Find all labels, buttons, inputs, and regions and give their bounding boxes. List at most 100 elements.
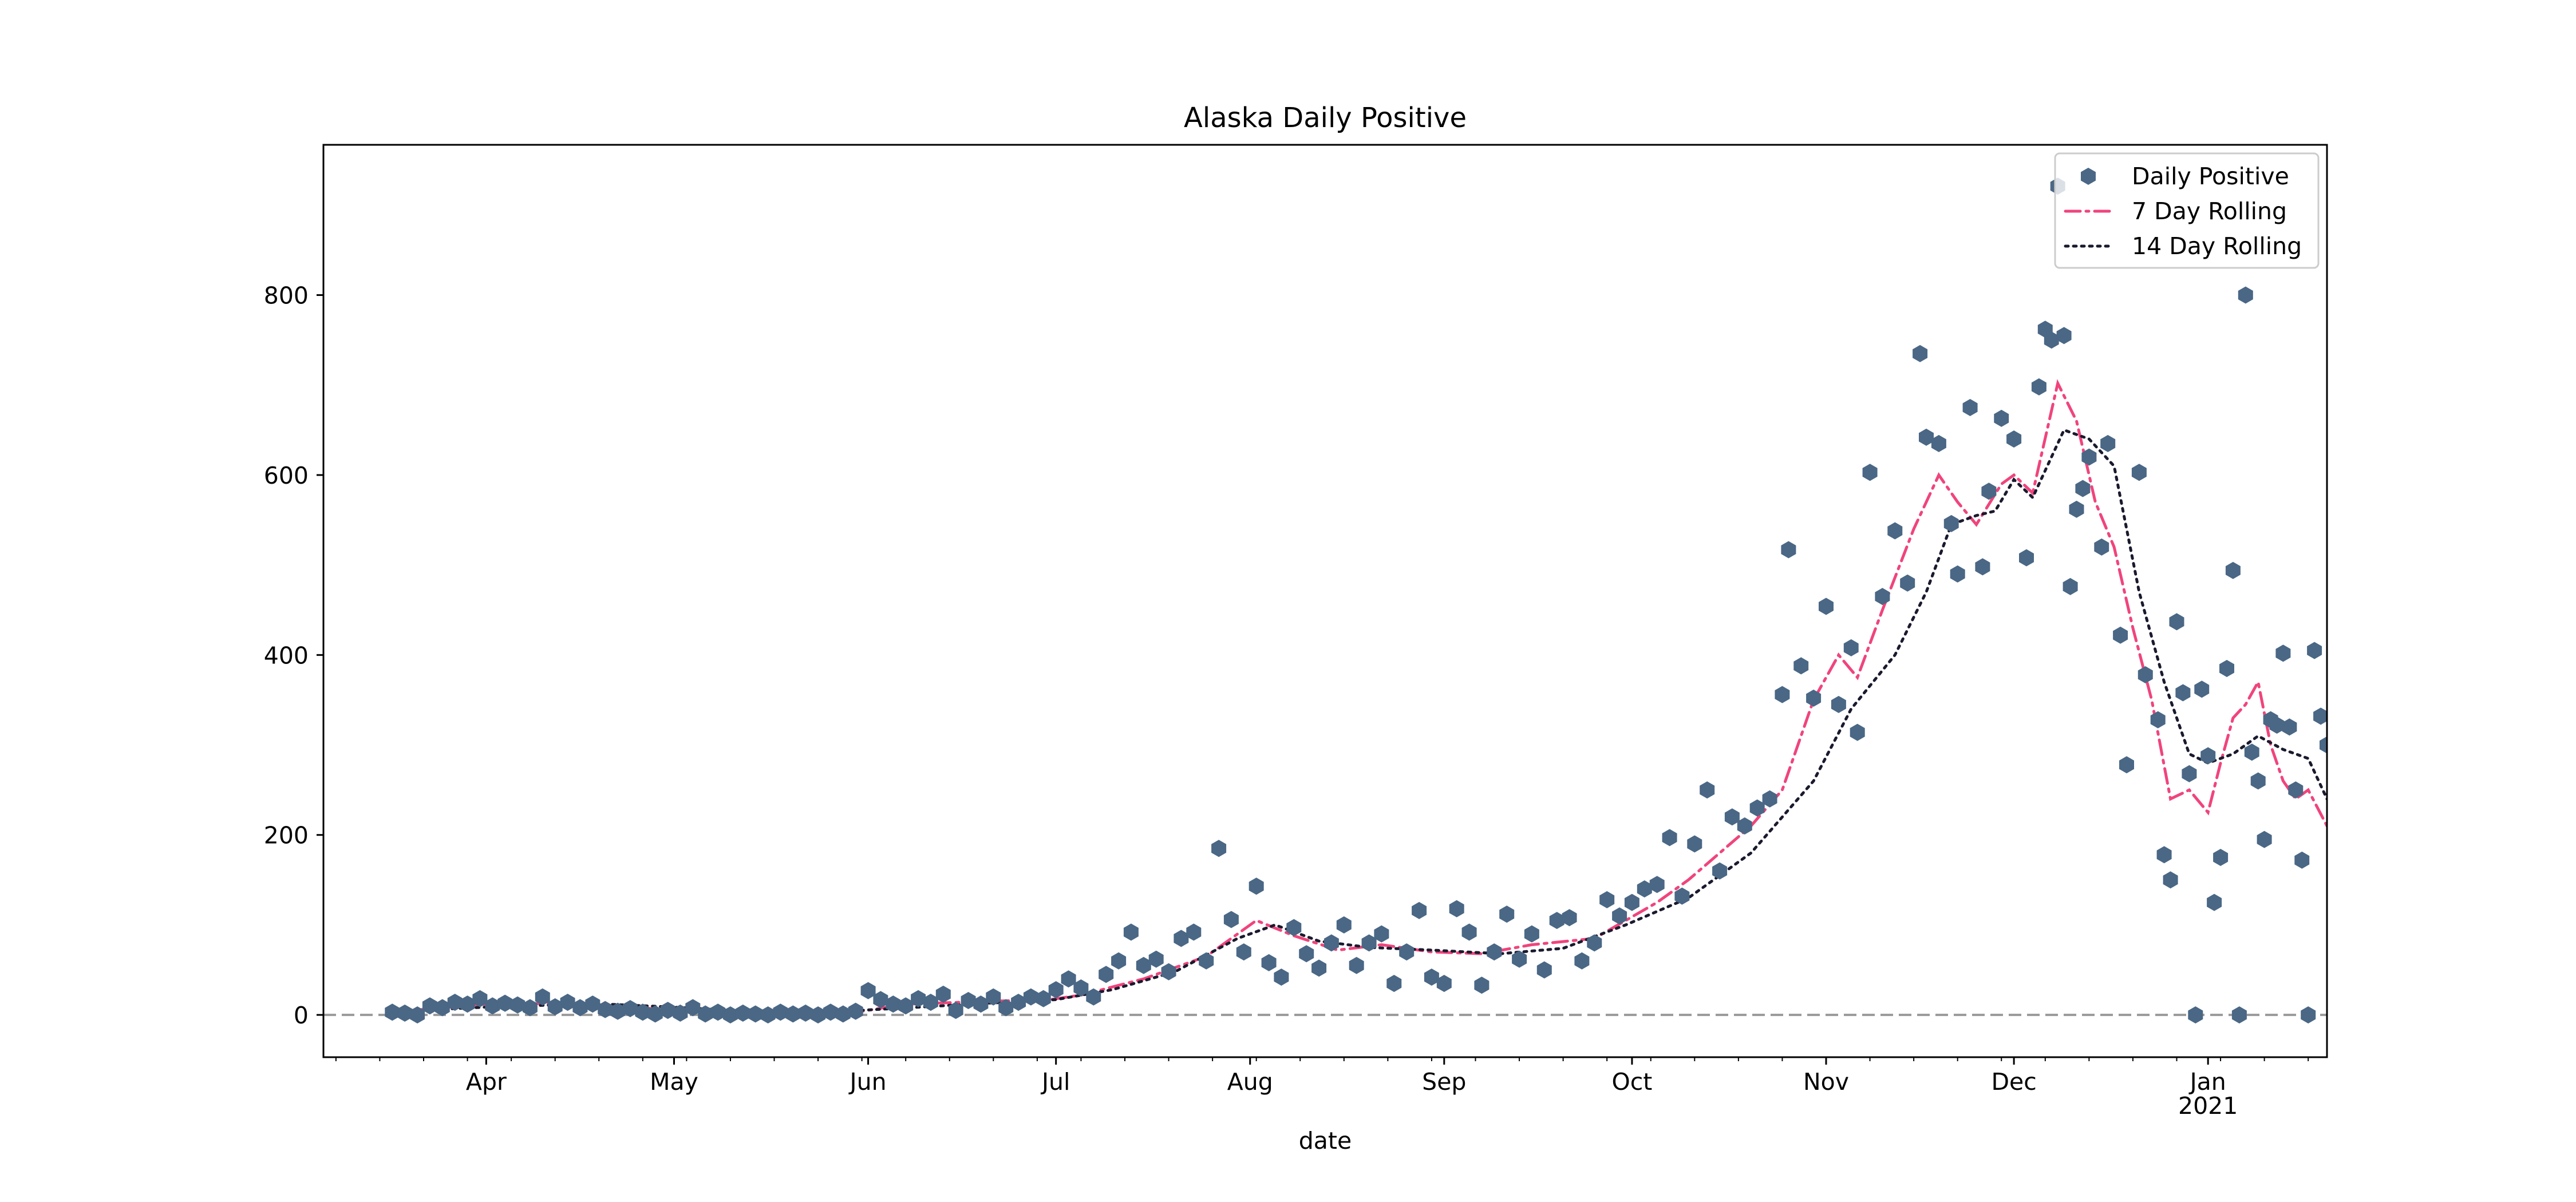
data-point	[2019, 549, 2034, 567]
data-point	[748, 1005, 763, 1023]
data-point	[948, 1002, 963, 1019]
data-point	[1499, 906, 1515, 923]
data-point	[660, 1002, 675, 1019]
data-point	[1086, 988, 1101, 1006]
data-point	[848, 1002, 863, 1020]
data-point	[2225, 562, 2241, 579]
data-point	[1386, 975, 1402, 993]
data-point	[1994, 409, 2009, 427]
data-point	[2307, 642, 2322, 659]
data-point	[1981, 483, 1997, 500]
data-point	[1261, 954, 1277, 971]
data-point	[510, 996, 526, 1014]
data-point	[2100, 434, 2116, 452]
data-point	[1111, 952, 1127, 970]
data-point	[1662, 829, 1677, 847]
data-point	[760, 1006, 776, 1024]
data-point	[2288, 781, 2304, 799]
data-point	[923, 994, 938, 1011]
data-point	[1023, 988, 1038, 1006]
data-point	[735, 1005, 750, 1022]
data-point	[447, 994, 463, 1011]
data-point	[1712, 862, 1728, 880]
data-point	[722, 1006, 738, 1024]
data-point	[1211, 840, 1227, 857]
data-point	[1136, 956, 1151, 974]
data-point	[497, 994, 513, 1012]
y-tick-label: 200	[264, 822, 309, 849]
data-point	[1843, 639, 1859, 657]
data-point	[2275, 645, 2291, 662]
data-point	[873, 991, 888, 1009]
data-point	[410, 1006, 425, 1024]
data-point	[1073, 979, 1089, 997]
data-point	[1612, 907, 1627, 925]
data-point	[1199, 952, 1214, 970]
data-point	[685, 999, 701, 1017]
data-point	[2231, 1006, 2247, 1024]
data-point	[2113, 626, 2128, 644]
data-point	[1123, 923, 1139, 941]
legend: Daily Positive 7 Day Rolling 14 Day Rollin…	[2054, 152, 2320, 269]
data-point	[2063, 578, 2078, 595]
data-point	[572, 999, 588, 1017]
data-point	[835, 1005, 851, 1023]
data-point	[2094, 538, 2109, 556]
data-point	[710, 1003, 726, 1021]
data-point	[460, 995, 475, 1013]
legend-label: Daily Positive	[2132, 163, 2289, 190]
data-point	[1512, 950, 1527, 968]
data-point	[1649, 876, 1665, 893]
data-point	[585, 995, 600, 1013]
data-point	[2075, 480, 2091, 497]
data-point	[961, 992, 976, 1009]
data-point	[1161, 963, 1176, 980]
x-axis-label: date	[1299, 1127, 1352, 1154]
data-point	[1913, 345, 1928, 362]
data-point	[2301, 1006, 2316, 1024]
data-point	[1562, 909, 1577, 927]
data-point	[2200, 747, 2216, 765]
data-point	[1186, 923, 1202, 941]
data-point	[2031, 378, 2046, 396]
data-point	[1850, 723, 1865, 741]
data-point	[1424, 968, 1439, 986]
data-point	[560, 994, 575, 1011]
data-point	[1599, 891, 1615, 908]
data-point	[1862, 464, 1878, 481]
y-tick-label: 800	[264, 282, 309, 310]
data-point	[2081, 448, 2097, 466]
data-point	[811, 1006, 826, 1024]
data-point	[598, 1001, 613, 1018]
data-point	[1975, 558, 1990, 576]
data-point	[1286, 919, 1302, 936]
data-point	[485, 997, 500, 1015]
y-axis: 0 200 400 600 800	[264, 282, 323, 1029]
data-point	[1875, 588, 1890, 606]
legend-label: 7 Day Rolling	[2132, 197, 2287, 225]
plot-area	[323, 177, 2327, 1024]
data-point	[1587, 934, 1602, 952]
data-point	[1299, 945, 1314, 963]
data-point	[2150, 711, 2166, 729]
data-point	[535, 988, 550, 1006]
data-point	[898, 997, 914, 1015]
x-tick-sublabel: 2021	[2178, 1092, 2238, 1120]
data-point	[2188, 1006, 2203, 1024]
data-point	[911, 990, 926, 1007]
y-tick-label: 400	[264, 642, 309, 669]
data-point	[2213, 849, 2229, 866]
data-point	[1762, 790, 1777, 808]
data-point	[1931, 434, 1946, 452]
data-point	[2244, 744, 2259, 761]
data-point	[2044, 331, 2059, 349]
chart-title: Alaska Daily Positive	[1184, 102, 1467, 134]
data-point	[622, 1000, 638, 1018]
data-point	[1775, 686, 1790, 703]
data-point	[1900, 574, 1915, 592]
data-point	[2056, 327, 2072, 345]
x-tick-label: Apr	[466, 1068, 507, 1096]
data-point	[1487, 943, 1502, 961]
data-point	[1574, 952, 1590, 970]
data-point	[1687, 835, 1702, 853]
